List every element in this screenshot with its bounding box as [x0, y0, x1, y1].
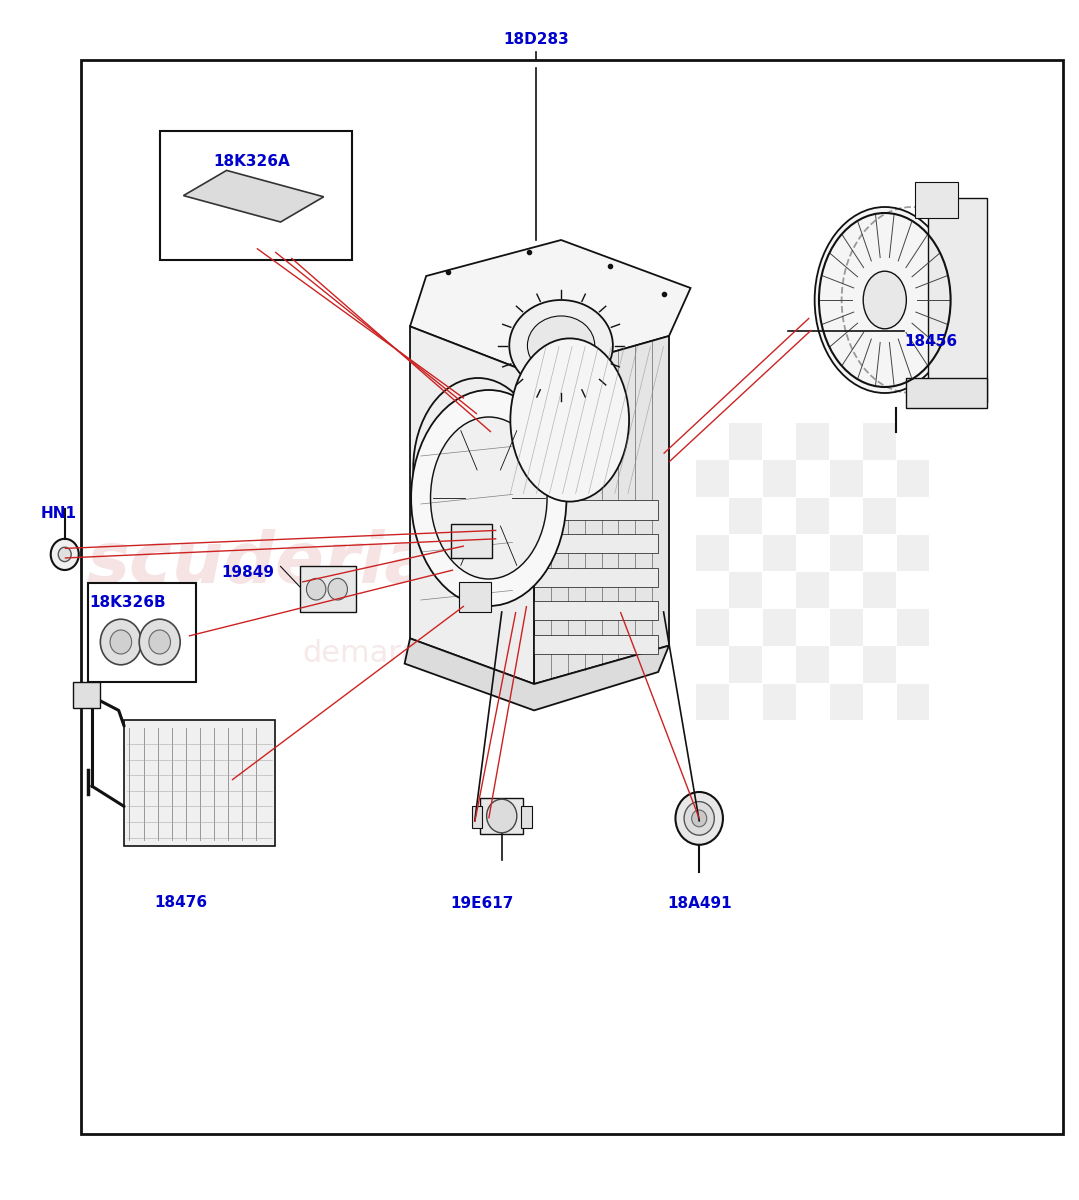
Bar: [81, 60, 1063, 1134]
Bar: [796, 647, 829, 683]
Ellipse shape: [528, 316, 595, 376]
Circle shape: [306, 578, 326, 600]
Text: 19E617: 19E617: [451, 896, 514, 911]
Bar: [696, 684, 728, 720]
Circle shape: [110, 630, 132, 654]
Circle shape: [51, 539, 79, 570]
Bar: [534, 601, 658, 620]
Text: 18456: 18456: [904, 335, 957, 349]
Text: 18D283: 18D283: [504, 32, 569, 47]
Circle shape: [58, 547, 71, 562]
Bar: [830, 610, 862, 646]
Bar: [160, 131, 352, 260]
Text: 18A491: 18A491: [667, 896, 732, 911]
Ellipse shape: [815, 206, 955, 392]
Polygon shape: [534, 336, 669, 684]
Polygon shape: [405, 638, 669, 710]
Bar: [480, 798, 523, 834]
Text: 19849: 19849: [221, 565, 275, 580]
Ellipse shape: [411, 390, 566, 606]
Circle shape: [675, 792, 723, 845]
Bar: [763, 610, 795, 646]
Bar: [534, 500, 658, 520]
Circle shape: [692, 810, 707, 827]
Bar: [729, 647, 762, 683]
Ellipse shape: [509, 300, 613, 391]
Text: demarara: demarara: [302, 640, 451, 668]
Bar: [696, 461, 728, 497]
Bar: [928, 198, 987, 402]
Bar: [729, 424, 762, 460]
Bar: [521, 806, 532, 828]
Bar: [915, 182, 958, 218]
Ellipse shape: [413, 378, 543, 558]
Bar: [863, 647, 896, 683]
Bar: [796, 498, 829, 534]
Ellipse shape: [510, 338, 629, 502]
Circle shape: [684, 802, 714, 835]
Bar: [451, 524, 492, 558]
Bar: [863, 498, 896, 534]
Bar: [897, 461, 929, 497]
Polygon shape: [183, 170, 324, 222]
Bar: [763, 535, 795, 571]
Bar: [796, 572, 829, 608]
Bar: [796, 424, 829, 460]
Bar: [88, 583, 196, 682]
Text: scuderia: scuderia: [86, 529, 434, 599]
Bar: [534, 568, 658, 587]
Text: 18K326B: 18K326B: [88, 595, 166, 610]
Ellipse shape: [431, 416, 547, 578]
Circle shape: [100, 619, 141, 665]
Text: 18K326A: 18K326A: [213, 155, 290, 169]
Bar: [729, 572, 762, 608]
Bar: [124, 720, 275, 846]
Bar: [472, 806, 482, 828]
Polygon shape: [410, 240, 691, 374]
Bar: [897, 610, 929, 646]
Bar: [696, 535, 728, 571]
Bar: [906, 378, 987, 408]
Circle shape: [487, 799, 517, 833]
Bar: [696, 610, 728, 646]
Bar: [729, 498, 762, 534]
Bar: [830, 461, 862, 497]
Bar: [534, 534, 658, 553]
Bar: [863, 572, 896, 608]
Bar: [459, 582, 491, 612]
Bar: [830, 684, 862, 720]
Circle shape: [328, 578, 347, 600]
Ellipse shape: [439, 414, 517, 522]
Bar: [897, 684, 929, 720]
Bar: [763, 684, 795, 720]
Bar: [763, 461, 795, 497]
Bar: [863, 424, 896, 460]
Bar: [897, 535, 929, 571]
Text: HN1: HN1: [41, 506, 77, 521]
Text: 18476: 18476: [154, 895, 208, 910]
Circle shape: [139, 619, 180, 665]
Bar: [534, 635, 658, 654]
Bar: [73, 682, 100, 708]
Bar: [830, 535, 862, 571]
Circle shape: [149, 630, 170, 654]
Bar: [300, 566, 356, 612]
Polygon shape: [410, 326, 534, 684]
Ellipse shape: [863, 271, 906, 329]
